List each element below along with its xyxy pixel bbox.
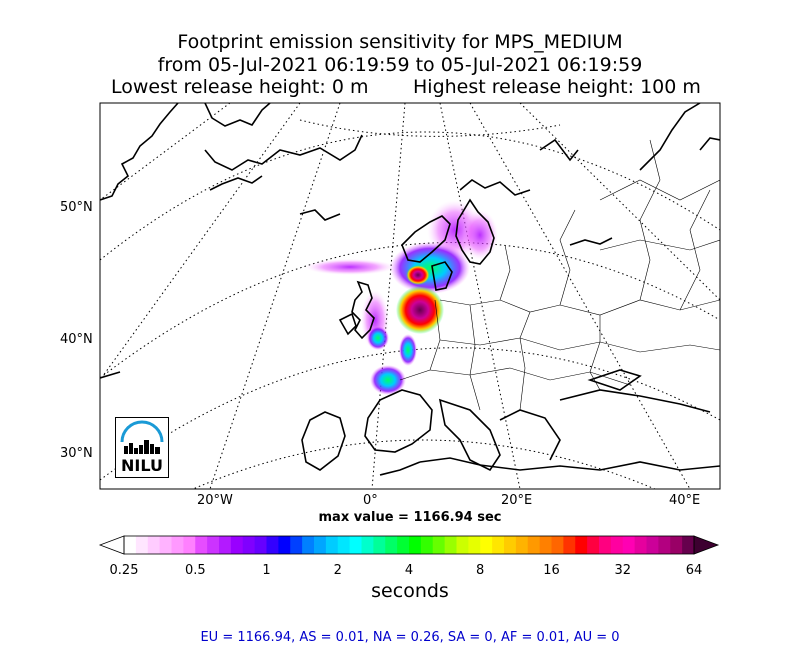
colorbar-swatch [302,536,315,554]
colorbar-swatch [622,536,636,554]
max-value-label: max value = 1166.94 sec [318,510,502,525]
colorbar-tick-label: 64 [685,563,703,578]
colorbar-swatch [658,536,671,554]
colorbar-swatch [147,536,161,554]
map-area [100,103,720,489]
colorbar-swatch [266,536,279,554]
colorbar-tick-label: 0.25 [109,563,139,578]
colorbar-swatch [314,536,327,554]
colorbar-swatch [219,536,232,554]
colorbar-tick-label: 0.5 [184,563,206,578]
colorbar-swatch [135,536,149,554]
nilu-logo: NILU [115,417,169,478]
colorbar-swatch [159,536,173,554]
colorbar-swatch [397,536,410,554]
colorbar-swatch [349,536,363,554]
colorbar-swatch [563,536,576,554]
colorbar-swatch [420,536,434,554]
colorbar-swatch [195,536,208,554]
country-borders [399,139,720,411]
colorbar-swatch [171,536,184,554]
colorbar-extend-high [693,535,720,555]
colorbar-tick-label: 2 [333,563,342,578]
lat-label-30n: 30°N [60,446,93,461]
colorbar-swatch [409,536,422,554]
colorbar-swatch [670,536,683,554]
lon-label-20e: 20°E [501,493,533,508]
coastlines [100,103,720,476]
colorbar-swatch [468,536,481,554]
colorbar-swatch [207,536,220,554]
colorbar [98,535,720,555]
colorbar-swatch [254,536,268,554]
colorbar-swatch [492,536,505,554]
colorbar-extend-low [98,535,125,555]
highest-release-height: Highest release height: 100 m [413,76,701,98]
lon-label-20w: 20°W [197,493,233,508]
colorbar-swatch [373,536,386,554]
colorbar-swatch [551,536,564,554]
colorbar-tick-label: 16 [543,563,560,578]
colorbar-swatch [183,536,196,554]
colorbar-label: seconds [371,580,449,602]
colorbar-swatch [646,536,659,554]
colorbar-swatch [599,536,612,554]
chart-title-line-2: from 05-Jul-2021 06:19:59 to 05-Jul-2021… [157,54,643,76]
colorbar-tick-label: 1 [262,563,271,578]
colorbar-swatch [361,536,374,554]
chart-title-line-1: Footprint emission sensitivity for MPS_M… [177,31,623,53]
colorbar-tick-label: 4 [404,563,414,578]
map-frame [99,102,721,490]
colorbar-swatch [610,536,624,554]
colorbar-swatch [634,536,648,554]
colorbar-tick-label: 8 [476,563,485,578]
colorbar-swatch [682,536,695,554]
lon-label-0: 0° [363,493,378,508]
colorbar-swatch [456,536,469,554]
colorbar-swatch [527,536,541,554]
lat-label-40n: 40°N [60,332,93,347]
colorbar-swatch [325,536,339,554]
colorbar-frame [123,535,695,555]
colorbar-swatch [337,536,351,554]
colorbar-swatch [278,536,291,554]
continent-totals: EU = 1166.94, AS = 0.01, NA = 0.26, SA =… [200,630,620,645]
colorbar-swatch [124,536,137,554]
lowest-release-height: Lowest release height: 0 m [111,76,369,98]
lon-label-40e: 40°E [669,493,701,508]
graticule [100,103,720,489]
colorbar-swatch [385,536,398,554]
nilu-logo-mark [120,420,164,454]
colorbar-swatch [480,536,493,554]
colorbar-tick-label: 32 [614,563,632,578]
colorbar-swatch [575,536,588,554]
colorbar-swatch [432,536,446,554]
colorbar-swatch [515,536,529,554]
colorbar-swatch [587,536,600,554]
colorbar-swatch [290,536,303,554]
lat-label-50n: 50°N [60,200,93,215]
colorbar-swatch [242,536,256,554]
colorbar-swatch [444,536,458,554]
colorbar-swatch [230,536,244,554]
sensitivity-field [305,200,498,395]
colorbar-swatch [539,536,553,554]
nilu-logo-text: NILU [121,456,163,475]
colorbar-swatch [504,536,517,554]
